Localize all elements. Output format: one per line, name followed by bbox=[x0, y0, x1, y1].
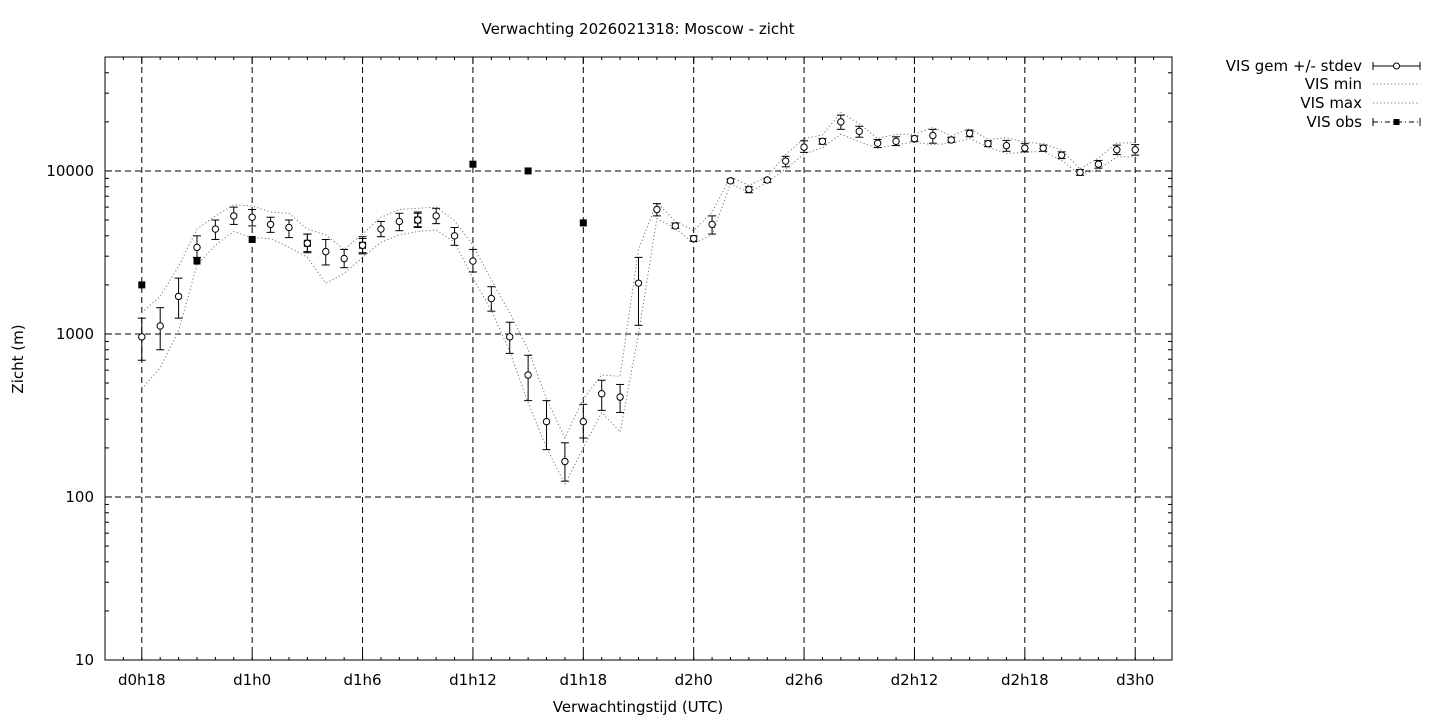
y-tick-label: 10000 bbox=[46, 162, 94, 180]
chart-title: Verwachting 2026021318: Moscow - zicht bbox=[481, 20, 794, 38]
vis-gem-point bbox=[708, 220, 716, 229]
vis-gem-point bbox=[174, 292, 183, 301]
vis-gem-point bbox=[266, 220, 275, 229]
x-tick-label: d3h0 bbox=[1116, 671, 1154, 689]
vis-gem-point bbox=[689, 234, 698, 243]
vis-gem-point bbox=[837, 118, 845, 126]
x-tick-label: d2h18 bbox=[1001, 671, 1049, 689]
vis-min-line bbox=[141, 133, 1136, 486]
vis-gem-point bbox=[1057, 151, 1066, 159]
vis-gem-point bbox=[855, 127, 863, 136]
vis-gem-point bbox=[450, 232, 459, 240]
vis-gem-point bbox=[910, 134, 919, 143]
vis-gem-point bbox=[1094, 160, 1103, 168]
vis-gem-point bbox=[726, 177, 735, 185]
vis-gem-point bbox=[303, 239, 312, 247]
vis-gem-point bbox=[579, 417, 588, 426]
vis-gem-point bbox=[616, 393, 624, 401]
vis-gem-point bbox=[542, 417, 551, 426]
vis-gem-point bbox=[892, 137, 900, 146]
vis-gem-point bbox=[358, 241, 367, 249]
vis-gem-point bbox=[377, 225, 385, 233]
vis-obs-point bbox=[524, 167, 532, 175]
vis-gem-point bbox=[745, 185, 753, 194]
vis-gem-point bbox=[818, 137, 827, 146]
vis-gem-point bbox=[524, 371, 532, 379]
x-tick-label: d2h0 bbox=[675, 671, 713, 689]
vis-obs-point bbox=[248, 235, 256, 243]
legend-label: VIS max bbox=[1300, 94, 1362, 112]
vis-gem-point bbox=[634, 279, 643, 287]
legend-label: VIS gem +/- stdev bbox=[1226, 57, 1362, 75]
vis-gem-point bbox=[395, 217, 404, 226]
data-marks bbox=[137, 114, 1140, 482]
vis-gem-point bbox=[873, 139, 882, 147]
legend-label: VIS obs bbox=[1307, 113, 1363, 131]
vis-gem-point bbox=[138, 333, 146, 341]
vis-gem-point bbox=[598, 390, 606, 398]
vis-gem-point bbox=[469, 257, 477, 265]
vis-gem-point bbox=[763, 176, 771, 184]
vis-gem-point bbox=[984, 139, 992, 148]
x-tick-label: d1h6 bbox=[343, 671, 381, 689]
vis-gem-point bbox=[1002, 141, 1011, 150]
x-tick-label: d1h18 bbox=[559, 671, 607, 689]
vis-gem-point bbox=[1076, 168, 1084, 177]
vis-gem-point bbox=[248, 213, 256, 221]
vis-gem-point bbox=[193, 243, 201, 252]
vis-gem-point bbox=[506, 333, 514, 341]
x-axis-label: Verwachtingstijd (UTC) bbox=[553, 698, 724, 716]
legend-label: VIS min bbox=[1305, 75, 1362, 93]
legend-sample-obs-point bbox=[1393, 119, 1400, 125]
vis-gem-point bbox=[487, 294, 496, 303]
y-tick-label: 1000 bbox=[56, 325, 94, 343]
vis-gem-point bbox=[285, 223, 293, 232]
vis-gem-point bbox=[781, 157, 790, 165]
vis-gem-point bbox=[561, 457, 569, 466]
x-tick-label: d1h0 bbox=[233, 671, 271, 689]
vis-gem-point bbox=[156, 322, 164, 330]
vis-gem-point bbox=[653, 205, 661, 214]
vis-gem-point bbox=[340, 254, 348, 263]
vis-gem-point bbox=[947, 136, 955, 144]
vis-obs-point bbox=[579, 219, 587, 227]
vis-gem-point bbox=[414, 216, 422, 224]
y-axis-label: Zicht (m) bbox=[9, 324, 27, 393]
grid bbox=[105, 57, 1172, 660]
vis-gem-point bbox=[965, 129, 974, 138]
legend-sample-gem-point bbox=[1393, 62, 1400, 70]
vis-gem-point bbox=[929, 131, 937, 140]
vis-gem-point bbox=[230, 212, 238, 220]
plot-frame bbox=[104, 56, 1173, 661]
vis-obs-point bbox=[138, 281, 146, 289]
vis-gem-point bbox=[1039, 144, 1047, 152]
vis-gem-point bbox=[671, 222, 679, 230]
vis-obs-point bbox=[469, 160, 477, 168]
vis-gem-point bbox=[432, 212, 440, 220]
vis-gem-point bbox=[800, 143, 808, 151]
x-tick-label: d2h12 bbox=[891, 671, 939, 689]
vis-gem-point bbox=[1021, 144, 1029, 152]
x-tick-label: d2h6 bbox=[785, 671, 823, 689]
vis-gem-point bbox=[211, 225, 220, 233]
y-tick-label: 100 bbox=[65, 488, 94, 506]
x-tick-label: d1h12 bbox=[449, 671, 497, 689]
vis-obs-point bbox=[193, 257, 201, 265]
y-tick-label: 10 bbox=[75, 651, 94, 669]
vis-gem-point bbox=[1131, 145, 1139, 154]
min-max-curves bbox=[141, 111, 1136, 486]
x-tick-label: d0h18 bbox=[118, 671, 166, 689]
vis-gem-point bbox=[322, 247, 330, 256]
vis-gem-point bbox=[1113, 145, 1121, 154]
axes: d0h18 d1h0 d1h6 d1h12 d1h18 d2h0 d2h6 d2h12 d2h1… bbox=[46, 56, 1173, 689]
